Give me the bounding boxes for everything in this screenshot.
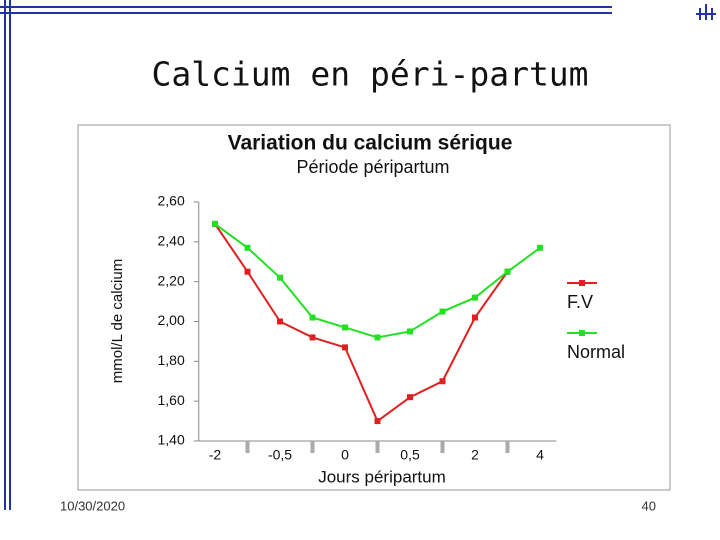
x-tick-band (310, 441, 315, 453)
point (439, 308, 446, 315)
point (309, 334, 316, 341)
y-tick-label: 2,40 (158, 233, 185, 249)
decoration (0, 0, 716, 510)
point (537, 244, 543, 251)
chart-subtitle: Période péripartum (296, 157, 449, 177)
y-tick-label: 2,60 (158, 193, 185, 209)
point (342, 324, 348, 331)
y-tick-label: 1,60 (158, 392, 185, 408)
point (374, 334, 381, 341)
point (374, 418, 381, 425)
y-tick-label: 2,00 (158, 312, 185, 328)
x-tick-band (440, 441, 445, 453)
slide-title: Calcium en péri-partum (151, 55, 588, 94)
chart-frame (77, 124, 671, 491)
chart-title: Variation du calcium sérique (228, 132, 513, 155)
point (407, 328, 413, 335)
x-tick-label: 0 (341, 447, 349, 463)
point (407, 394, 413, 401)
legend-marker (579, 280, 585, 286)
x-tick-band (505, 441, 510, 453)
legend-marker (579, 330, 585, 336)
point (212, 220, 218, 227)
legend-label: Normal (567, 342, 625, 362)
x-tick-label: 0,5 (400, 447, 420, 463)
x-axis-label: Jours péripartum (318, 467, 446, 486)
slide-number: 40 (642, 498, 656, 513)
point (472, 314, 478, 321)
y-tick-label: 1,40 (158, 432, 185, 448)
legend-label: F.V (567, 292, 593, 312)
y-tick-label: 2,20 (158, 272, 185, 288)
x-tick-label: 4 (536, 447, 544, 463)
point (342, 344, 348, 351)
point (244, 244, 251, 251)
x-tick-band (245, 441, 250, 453)
x-tick-band (375, 441, 380, 453)
point (439, 378, 446, 385)
point (277, 274, 283, 281)
x-tick-label: -2 (209, 447, 222, 463)
point (472, 294, 478, 301)
point (244, 268, 251, 275)
point (309, 314, 316, 321)
y-tick-label: 1,80 (158, 352, 185, 368)
y-axis-label: mmol/L de calcium (109, 259, 126, 383)
x-tick-label: 2 (471, 447, 479, 463)
point (277, 318, 283, 325)
slide-date: 10/30/2020 (60, 498, 125, 513)
x-tick-label: -0,5 (268, 447, 292, 463)
point (504, 268, 511, 275)
series-line (214, 223, 509, 423)
